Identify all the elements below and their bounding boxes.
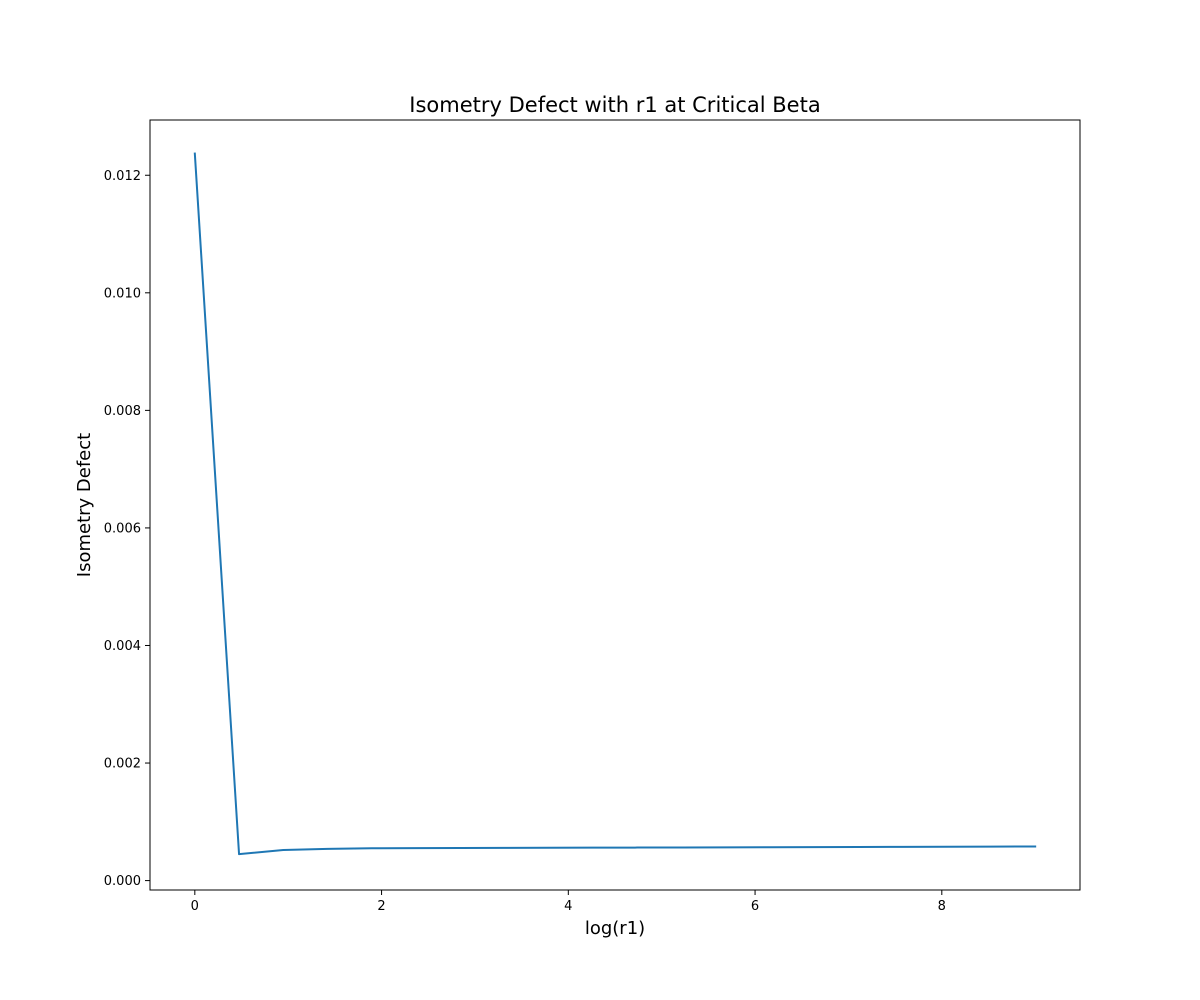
x-tick-label: 8 <box>938 899 946 914</box>
y-tick-label: 0.000 <box>104 874 141 889</box>
x-tick-label: 0 <box>191 899 199 914</box>
y-tick-label: 0.012 <box>104 169 141 184</box>
x-axis-label: log(r1) <box>585 918 645 939</box>
series-line-0 <box>193 152 1037 856</box>
y-tick-label: 0.004 <box>104 639 141 654</box>
chart-title: Isometry Defect with r1 at Critical Beta <box>409 93 820 117</box>
y-axis-label: Isometry Defect <box>74 433 95 577</box>
x-tick-label: 2 <box>377 899 385 914</box>
plot-frame <box>149 119 1081 891</box>
y-tick-label: 0.006 <box>104 521 141 536</box>
y-tick-label: 0.010 <box>104 286 141 301</box>
x-tick-label: 4 <box>564 899 572 914</box>
y-tick-label: 0.008 <box>104 404 141 419</box>
y-tick-label: 0.002 <box>104 757 141 772</box>
plot-area: 0 2 4 6 8 0.000 0.002 0.004 0.006 0.008 0.010 0.012 <box>104 119 1081 914</box>
x-tick-label: 6 <box>751 899 759 914</box>
